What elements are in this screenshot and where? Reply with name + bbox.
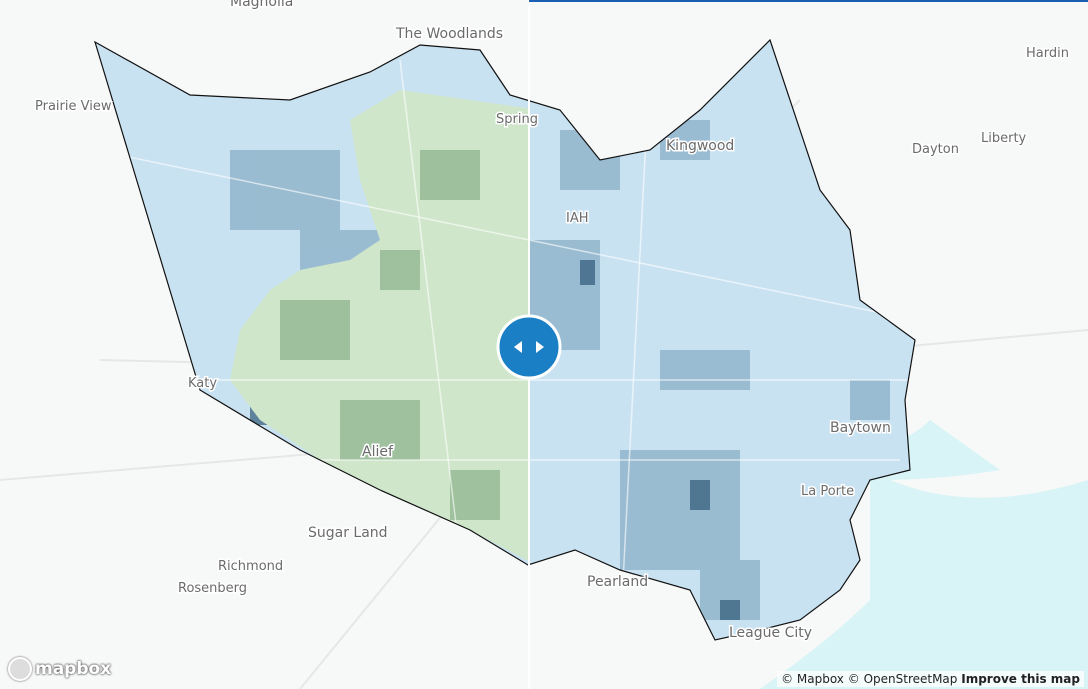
county-border — [93, 38, 916, 641]
improve-map-link[interactable]: Improve this map — [961, 672, 1080, 686]
place-label: Katy — [188, 376, 217, 391]
logo-mark — [8, 657, 32, 681]
arrow-right — [536, 341, 544, 353]
mapbox-logo[interactable]: mapbox — [8, 657, 111, 681]
place-label: Sugar Land — [308, 525, 388, 541]
place-label: Magnolia — [230, 0, 293, 10]
place-label: IAH — [566, 211, 589, 226]
place-label: Hardin — [1026, 46, 1069, 61]
place-label: Alief — [362, 444, 394, 460]
water — [760, 470, 1088, 689]
place-label: Rosenberg — [178, 581, 247, 596]
place-label: Kingwood — [666, 138, 734, 154]
attribution: © Mapbox © OpenStreetMap Improve this ma… — [777, 671, 1084, 687]
place-label: La Porte — [801, 484, 854, 499]
handle-circle[interactable] — [496, 314, 562, 380]
attribution-link[interactable]: © OpenStreetMap — [847, 672, 958, 686]
place-labels: Magnolia The Woodlands Hardin Prairie Vi… — [34, 0, 1071, 643]
place-label: Pearland — [587, 574, 648, 590]
green-region — [230, 90, 529, 570]
place-label: Richmond — [218, 559, 283, 574]
attribution-link[interactable]: © Mapbox — [781, 672, 844, 686]
swipe-handle[interactable] — [496, 314, 562, 380]
green-dark-tracts — [280, 150, 500, 520]
place-label: The Woodlands — [395, 26, 503, 42]
logo-text: mapbox — [35, 659, 112, 679]
place-label: Baytown — [830, 420, 891, 436]
place-label: Spring — [496, 112, 538, 127]
place-label: Dayton — [912, 142, 959, 157]
arrow-left — [514, 341, 522, 353]
place-label: League City — [729, 625, 812, 641]
place-label: Liberty — [981, 131, 1027, 146]
place-label: Prairie View — [35, 99, 112, 114]
